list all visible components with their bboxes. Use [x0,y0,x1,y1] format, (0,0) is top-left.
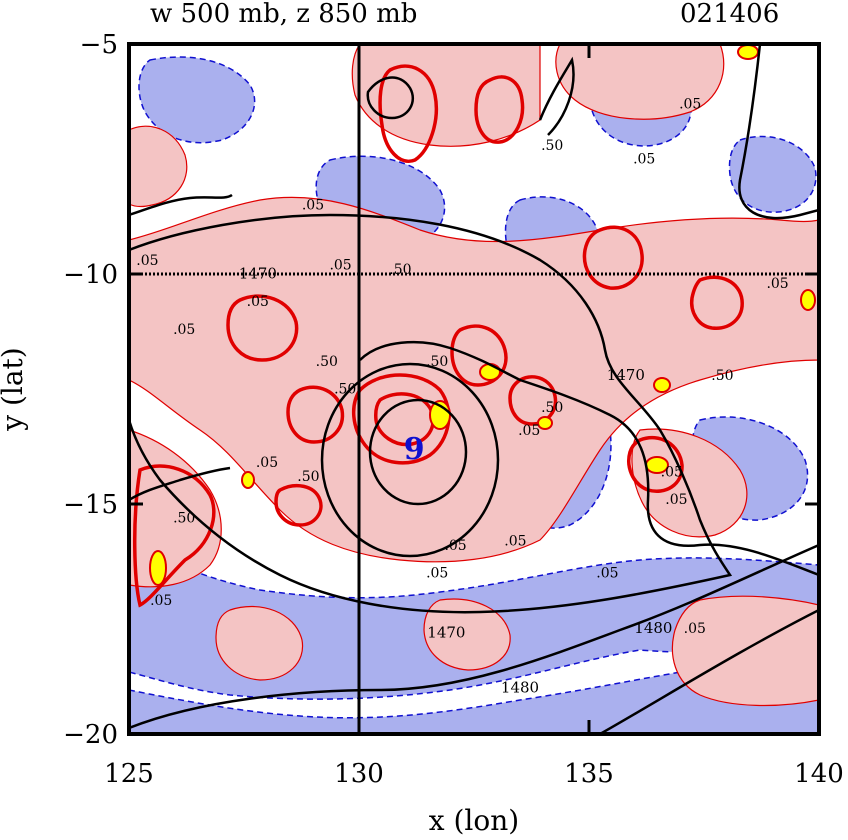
w-contour-label: .50 [334,382,356,398]
w-contour-label: .50 [426,354,448,370]
w-contour-label: .50 [316,354,338,370]
w-contour [133,464,216,608]
w-contour [474,75,525,144]
w-contour-label: .05 [444,538,466,554]
w-contour-label: .05 [247,294,269,310]
w-max-marker [241,471,255,489]
w-max-marker [737,44,759,60]
downward-region [728,135,817,213]
w-contour [274,483,323,527]
y-tick-label: −10 [63,260,118,290]
w-max-marker [537,416,553,430]
upward-region [129,125,188,208]
storm-center-symbol: 9 [404,432,425,467]
w-contour-label: .05 [665,492,687,508]
chart-timestamp: 021406 [680,0,779,29]
w-contour-label: .05 [661,464,683,480]
z-contour-label: 1470 [239,265,277,283]
w-contour-label: .05 [679,96,701,112]
x-axis-label: x (lon) [429,804,519,837]
w-contour [226,294,299,362]
w-contour [286,385,345,444]
w-contour-label: .50 [297,469,319,485]
z-contour-1480b [599,608,819,734]
z-contour-small [366,76,415,120]
x-tick-label: 125 [104,759,154,789]
w-contour [508,375,558,426]
upward-region [129,196,819,563]
w-contour-label: .50 [389,262,411,278]
z-contour-coast [359,340,819,577]
x-tick-label: 140 [794,759,844,789]
x-tick-label: 130 [334,759,384,789]
y-tick-label: −5 [80,30,118,60]
z-contour-inner [368,398,468,506]
z-contour-topleft [129,193,233,217]
y-tick-label: −20 [63,720,118,750]
downward-region [138,56,256,144]
w-contour-label: .05 [329,257,351,273]
w-contour-label: .50 [173,510,195,526]
w-max-marker [149,550,167,586]
z-contour-1480 [129,543,819,730]
x-tick-label: 135 [564,759,614,789]
w-contour-label: .50 [711,368,733,384]
w-contour-label: .05 [504,533,526,549]
chart-title: w 500 mb, z 850 mb [150,0,417,29]
upward-region [631,428,748,538]
w-contour [378,64,438,163]
w-contour-label: .05 [426,566,448,582]
w-contour-label: .05 [633,152,655,168]
z-contour-mid [320,362,500,558]
w-contour-label: .05 [256,455,278,471]
w-max-marker [479,363,501,381]
crosshair [129,44,819,734]
z-contour-label: 1480 [634,619,672,637]
w-contour-label: .05 [766,276,788,292]
w-contour [582,225,644,290]
y-axis: −5 −10 −15 −20 [63,30,819,750]
w-max-marker [653,377,671,393]
z-contour-label: 1470 [607,366,645,384]
w-contour-label: .05 [684,621,706,637]
upward-region [555,44,725,120]
w-max-marker [800,289,816,311]
z-contour-topright [738,44,819,220]
y-axis-label: y (lat) [0,347,29,431]
w-contour-label: .50 [541,400,563,416]
upward-region [215,605,304,681]
w-maxima [149,44,816,586]
w-contour [450,324,508,387]
w-contour-labels: .05.05.50.05.05.05.50.50.50.05.50.50.05.… [136,96,788,636]
w-contour-label: .05 [173,322,195,338]
z-contours [129,44,819,734]
w-contour-label: .05 [302,198,324,214]
z-contour-small2 [538,56,575,136]
z-contour-coast-b [129,466,231,502]
plot-frame [127,42,821,736]
w-contour [374,392,435,447]
z-contour-label: 1480 [501,679,539,697]
x-axis: 125 130 135 140 [104,44,844,789]
w-contour-label: .05 [136,253,158,269]
z-contour-label: 1470 [427,623,465,641]
z-contour-1470 [129,213,733,614]
w-contour-label: .05 [150,593,172,609]
w-contour-label: .05 [518,423,540,439]
w-contour-label: .05 [596,566,618,582]
w-contour [689,275,744,330]
y-tick-label: −15 [63,490,118,520]
w-contour-label: .50 [541,138,563,154]
z-contour-labels: 1470 1470 1470 1480 1480 [239,265,673,697]
